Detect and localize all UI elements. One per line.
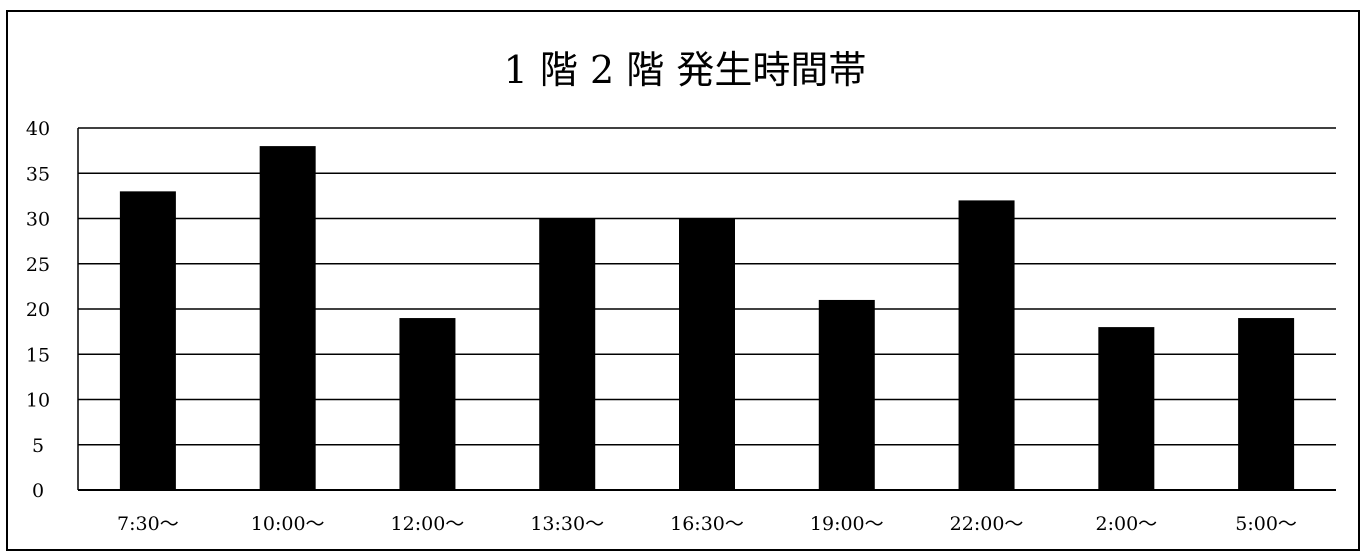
bar	[1098, 327, 1155, 490]
y-tick-label: 10	[26, 390, 50, 412]
bar	[818, 299, 875, 490]
chart-frame	[6, 10, 1360, 551]
chart-title: 1 階 2 階 発生時間帯	[504, 48, 867, 92]
x-tick-label: 5:00～	[1235, 513, 1297, 535]
y-tick-label: 30	[26, 209, 50, 231]
x-tick-label: 12:00～	[391, 513, 465, 535]
bar	[958, 200, 1015, 490]
y-tick-label: 35	[26, 163, 50, 185]
y-tick-label: 5	[32, 435, 44, 457]
y-tick-label: 20	[26, 299, 50, 321]
x-tick-label: 13:30～	[530, 513, 604, 535]
bars	[119, 146, 1295, 490]
x-tick-label: 19:00～	[810, 513, 884, 535]
y-tick-labels: 0 5 10 15 20 25 30 35 40	[26, 118, 50, 502]
y-tick-label: 0	[32, 480, 44, 502]
x-tick-label: 16:30～	[670, 513, 744, 535]
x-tick-label: 2:00～	[1095, 513, 1157, 535]
y-tick-label: 40	[26, 118, 50, 140]
bar	[539, 218, 596, 490]
x-tick-labels: 7:30～ 10:00～ 12:00～ 13:30～ 16:30～ 19:00～ 22:00…	[117, 513, 1297, 535]
x-tick-label: 7:30～	[117, 513, 179, 535]
bar	[399, 318, 456, 490]
bar	[679, 218, 735, 490]
y-tick-label: 25	[26, 254, 50, 276]
bar	[119, 191, 176, 490]
bar	[259, 146, 316, 490]
x-tick-label: 22:00～	[950, 513, 1024, 535]
bar	[1238, 318, 1295, 490]
x-tick-label: 10:00～	[251, 513, 325, 535]
y-tick-label: 15	[26, 344, 50, 366]
